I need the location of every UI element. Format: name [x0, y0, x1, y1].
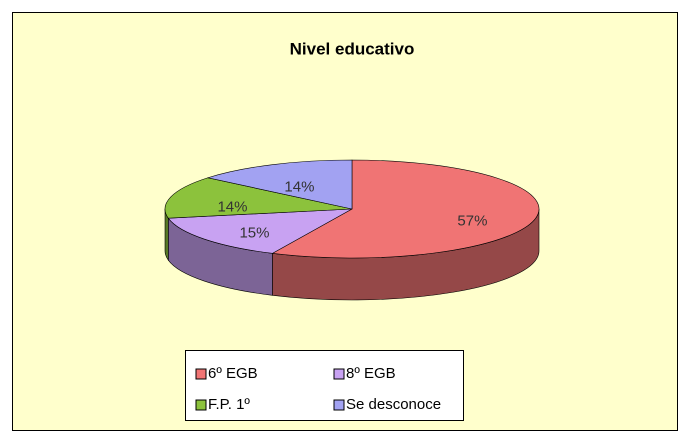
legend-swatch: [333, 368, 345, 380]
data-label: 15%: [239, 225, 269, 242]
data-label: 14%: [217, 198, 247, 215]
legend-swatch: [195, 368, 207, 380]
slice: [167, 208, 353, 254]
slice: [271, 159, 540, 259]
legend-label: 8º EGB: [346, 365, 396, 382]
legend-label: F.P. 1º: [208, 396, 250, 413]
slice: [164, 177, 353, 219]
data-label: 14%: [284, 178, 314, 195]
data-label: 57%: [457, 213, 487, 230]
legend-label: 6º EGB: [208, 365, 258, 382]
slice: [206, 159, 353, 210]
legend-box: [185, 350, 464, 421]
legend-label: Se desconoce: [346, 396, 441, 413]
legend-swatch: [195, 399, 207, 411]
legend-swatch: [333, 399, 345, 411]
chart-title: Nivel educativo: [290, 39, 415, 58]
